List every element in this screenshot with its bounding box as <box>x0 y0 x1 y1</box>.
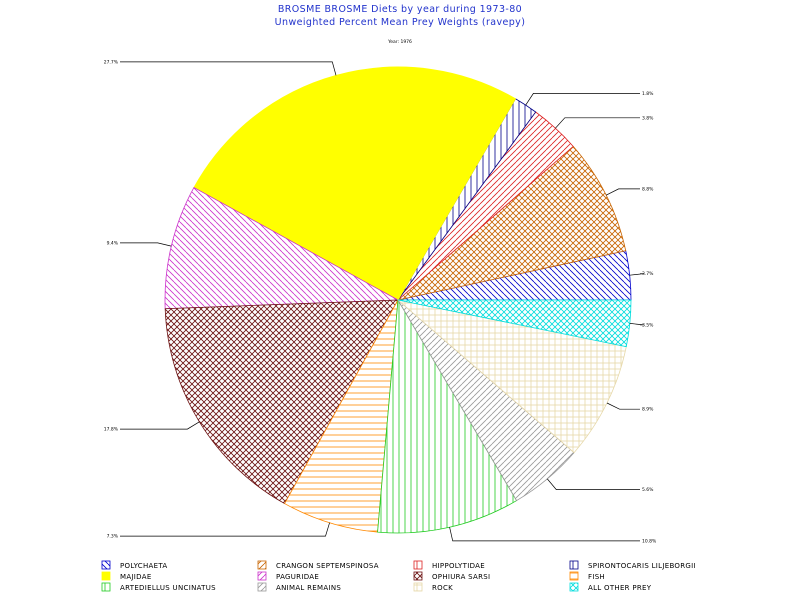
chart-title: BROSME BROSME Diets by year during 1973-… <box>278 4 522 15</box>
leader-line-10 <box>606 402 640 410</box>
leader-line-4 <box>120 61 337 76</box>
slice-label-3: 1.8% <box>642 91 654 97</box>
leader-line-9 <box>547 478 640 490</box>
legend-label-4: MAJIDAE <box>120 573 152 581</box>
leader-line-8 <box>449 527 640 542</box>
legend-swatch-1 <box>257 560 267 570</box>
legend-label-9: ANIMAL REMAINS <box>276 584 341 592</box>
leader-line-11 <box>629 323 644 326</box>
legend-label-5: PAGURIDAE <box>276 573 319 581</box>
legend-label-1: CRANGON SEPTEMSPINOSA <box>276 562 379 570</box>
chart-subtitle: Unweighted Percent Mean Prey Weights (ra… <box>275 17 526 28</box>
legend-label-7: FISH <box>588 573 605 581</box>
slice-label-2: 3.8% <box>642 115 654 121</box>
slice-label-7: 7.3% <box>107 534 119 540</box>
slice-label-10: 8.9% <box>642 407 654 413</box>
legend-label-6: OPHIURA SARSI <box>432 573 490 581</box>
legend-swatch-9 <box>257 582 267 592</box>
legend-swatch-7 <box>569 571 579 581</box>
leader-line-3 <box>525 93 640 106</box>
legend-swatch-8 <box>101 582 111 592</box>
leader-line-6 <box>120 421 200 430</box>
legend-label-2: HIPPOLYTIDAE <box>432 562 485 570</box>
leader-line-5 <box>120 242 172 247</box>
slice-leader-lines: 3.7% 8.8% 3.8% 1.8% 27.7% 9.4% 17.8% 7.3% 10.8% 5… <box>104 59 657 544</box>
legend-label-8: ARTEDIELLUS UNCINATUS <box>120 584 216 592</box>
legend-swatch-3 <box>569 560 579 570</box>
legend-swatch-4 <box>101 571 111 581</box>
leader-line-7 <box>120 522 330 537</box>
legend-label-11: ALL OTHER PREY <box>588 584 652 592</box>
legend-swatch-0 <box>101 560 111 570</box>
slice-label-0: 3.7% <box>642 271 654 277</box>
legend-swatch-2 <box>413 560 423 570</box>
pie-slice-10 <box>396 299 627 454</box>
slice-label-9: 5.6% <box>642 487 654 493</box>
slice-label-5: 9.4% <box>107 240 119 246</box>
slice-label-11: 3.5% <box>642 322 654 328</box>
legend-swatch-10 <box>413 582 423 592</box>
leader-line-0 <box>629 273 644 276</box>
leader-line-2 <box>555 117 640 129</box>
pie-slice-6 <box>164 299 399 505</box>
pie-slices <box>164 66 632 534</box>
year-label: Year: 1976 <box>387 39 412 45</box>
legend-label-3: SPIRONTOCARIS LILJEBORGII <box>588 562 696 570</box>
legend-swatch-6 <box>413 571 423 581</box>
leader-line-1 <box>605 188 640 196</box>
legend-label-10: ROCK <box>432 584 453 592</box>
slice-label-6: 17.8% <box>104 427 119 433</box>
legend-swatch-5 <box>257 571 267 581</box>
slice-label-8: 10.8% <box>642 538 657 544</box>
pie-slice-5 <box>164 186 400 310</box>
legend-label-0: POLYCHAETA <box>120 562 167 570</box>
slice-label-1: 8.8% <box>642 186 654 192</box>
slice-label-4: 27.7% <box>104 59 119 65</box>
legend: POLYCHAETA CRANGON SEPTEMSPINOSA HIPPOLYTI… <box>101 560 696 592</box>
legend-swatch-11 <box>569 582 579 592</box>
